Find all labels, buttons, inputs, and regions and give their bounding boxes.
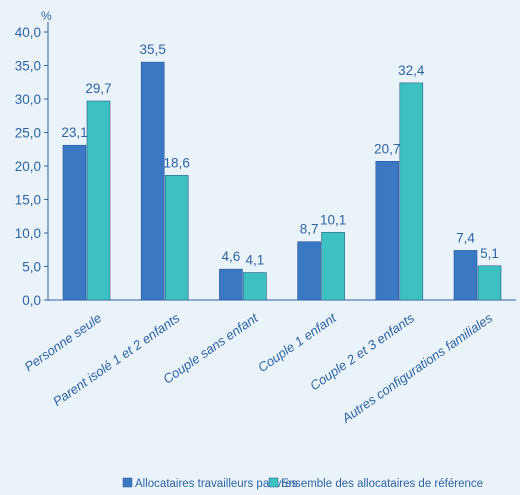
data-label: 29,7 [85, 81, 111, 96]
y-tick-label: 35,0 [15, 59, 41, 74]
y-tick-label: 40,0 [15, 25, 41, 40]
category-label: Parent isolé 1 et 2 enfants [50, 310, 183, 409]
bar-travailleurs-pauvres [375, 161, 400, 301]
y-tick-label: 20,0 [15, 159, 41, 174]
bar-travailleurs-pauvres [140, 61, 165, 301]
data-label: 18,6 [164, 155, 190, 170]
bar-ensemble-allocataires [86, 100, 111, 301]
legend-label-ensemble-allocataires: Ensemble des allocataires de référence [281, 478, 483, 490]
data-label: 10,1 [320, 212, 346, 227]
data-label: 20,7 [374, 141, 400, 156]
legend-label-travailleurs-pauvres: Allocataires travailleurs pauvres [135, 478, 298, 490]
bar-ensemble-allocataires [399, 82, 424, 301]
y-tick-label: 15,0 [15, 193, 41, 208]
data-label: 5,1 [480, 246, 499, 261]
legend-swatch-travailleurs-pauvres [122, 477, 133, 488]
bar-ensemble-allocataires [243, 272, 267, 301]
bar-travailleurs-pauvres [453, 250, 478, 301]
y-tick-label: 10,0 [15, 226, 41, 241]
data-label: 23,1 [61, 125, 87, 140]
y-tick-label: 25,0 [15, 126, 41, 141]
bar-travailleurs-pauvres [219, 268, 243, 301]
y-tick-label: 30,0 [15, 92, 41, 107]
category-label: Autres configurations familiales [338, 310, 495, 426]
y-tick-label: 5,0 [22, 260, 41, 275]
data-label: 4,1 [246, 253, 265, 268]
bar-ensemble-allocataires [164, 175, 189, 301]
data-label: 8,7 [300, 222, 319, 237]
data-label: 7,4 [456, 230, 475, 245]
legend-swatch-ensemble-allocataires [268, 477, 279, 488]
data-label: 4,6 [222, 249, 241, 264]
category-label: Personne seule [22, 310, 105, 374]
bar-ensemble-allocataires [321, 232, 345, 301]
data-label: 35,5 [140, 42, 166, 57]
y-tick-label: 0,0 [22, 293, 41, 308]
category-label: Couple 1 enfant [255, 309, 340, 375]
data-label: 32,4 [398, 63, 425, 78]
bar-ensemble-allocataires [477, 265, 502, 301]
y-unit-label: % [41, 9, 52, 23]
bar-travailleurs-pauvres [297, 241, 321, 301]
bar-travailleurs-pauvres [62, 144, 87, 301]
